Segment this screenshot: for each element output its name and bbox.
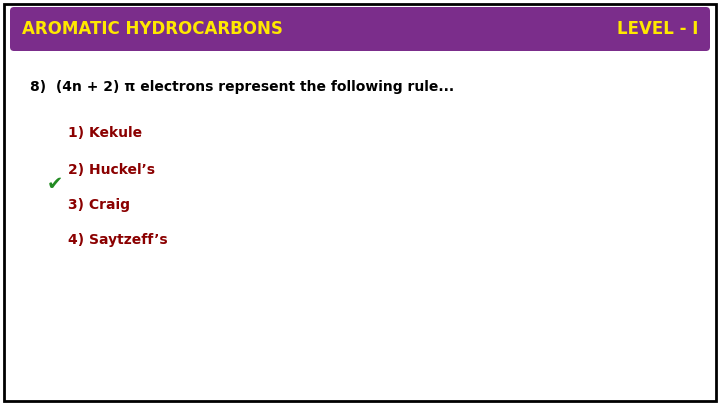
Text: LEVEL - I: LEVEL - I — [616, 20, 698, 38]
FancyBboxPatch shape — [4, 4, 716, 401]
Text: ✔: ✔ — [47, 175, 63, 194]
Text: AROMATIC HYDROCARBONS: AROMATIC HYDROCARBONS — [22, 20, 283, 38]
Text: 1) Kekule: 1) Kekule — [68, 126, 142, 140]
Text: 2) Huckel’s: 2) Huckel’s — [68, 163, 155, 177]
Text: 4) Saytzeff’s: 4) Saytzeff’s — [68, 233, 168, 247]
Text: 3) Craig: 3) Craig — [68, 198, 130, 212]
Text: 8)  (4n + 2) π electrons represent the following rule...: 8) (4n + 2) π electrons represent the fo… — [30, 80, 454, 94]
FancyBboxPatch shape — [10, 7, 710, 51]
